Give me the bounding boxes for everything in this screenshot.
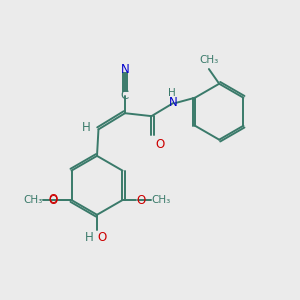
Text: H: H: [168, 88, 176, 98]
Text: N: N: [169, 96, 178, 109]
Text: O: O: [155, 138, 164, 151]
Text: methoxy: methoxy: [40, 198, 46, 200]
Text: O: O: [48, 194, 58, 207]
Text: H: H: [82, 122, 90, 134]
Text: C: C: [121, 89, 129, 102]
Text: CH₃: CH₃: [199, 56, 218, 65]
Text: O: O: [136, 194, 146, 207]
Text: CH₃: CH₃: [23, 195, 42, 205]
Text: N: N: [121, 63, 129, 76]
Text: H: H: [85, 231, 94, 244]
Text: CH₃: CH₃: [152, 195, 171, 205]
Text: O: O: [97, 231, 106, 244]
Text: O: O: [48, 193, 58, 206]
